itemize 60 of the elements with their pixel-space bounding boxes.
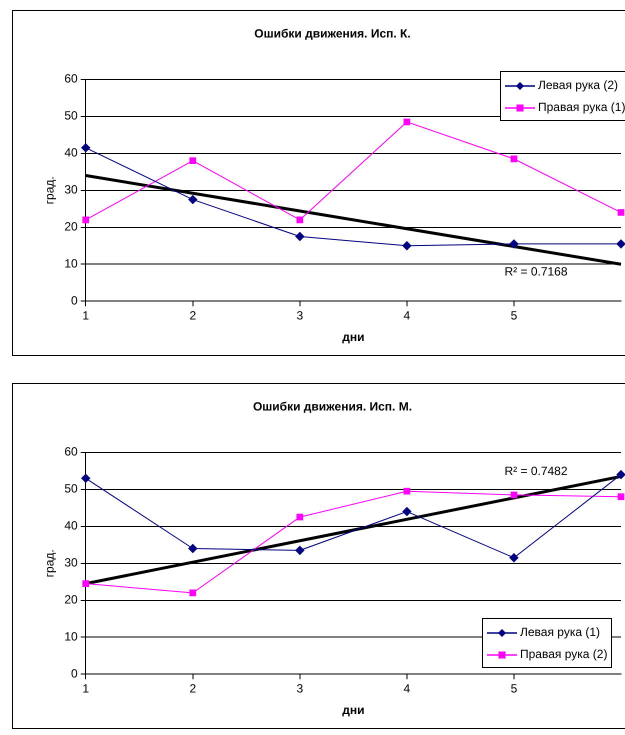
point: [81, 143, 90, 152]
point: [616, 470, 625, 480]
y-tick-label: 0: [71, 294, 78, 308]
y-tick-label: 60: [64, 444, 78, 459]
point: [189, 590, 196, 596]
point: [402, 507, 412, 516]
y-tick-label: 50: [64, 108, 78, 123]
annotation: R² = 0.7482: [504, 464, 568, 478]
x-tick-label: 5: [510, 308, 518, 323]
x-tick-label: 3: [296, 308, 304, 323]
y-tick-label: 10: [64, 630, 78, 644]
y-tick-label: 20: [64, 220, 78, 234]
legend-label: Левая рука (1): [520, 625, 600, 640]
y-tick-label: 10: [64, 256, 78, 271]
legend-label: Левая рука (2): [538, 78, 618, 92]
point: [509, 239, 518, 248]
y-tick-label: 30: [64, 556, 78, 570]
point: [402, 241, 412, 250]
y-axis-title: град.: [42, 176, 57, 204]
point: [295, 546, 304, 555]
y-axis-title: град.: [42, 549, 57, 578]
point: [616, 239, 625, 248]
y-tick-label: 20: [64, 592, 78, 607]
point: [81, 474, 90, 483]
legend-label: Правая рука (1): [538, 100, 625, 114]
x-tick-label: 1: [82, 308, 90, 323]
y-tick-label: 60: [64, 72, 78, 86]
y-tick-label: 30: [64, 182, 78, 197]
point: [618, 493, 624, 500]
point: [82, 580, 90, 587]
y-tick-label: 50: [64, 482, 78, 496]
point: [404, 118, 410, 126]
point: [82, 216, 90, 224]
x-tick-label: 2: [189, 682, 196, 696]
annotation: R² = 0.7168: [504, 264, 568, 278]
x-tick-label: 1: [82, 682, 90, 696]
y-tick-label: 40: [64, 518, 78, 533]
x-axis-title: дни: [342, 703, 364, 718]
point: [296, 216, 304, 224]
point: [510, 156, 518, 162]
point: [510, 492, 518, 498]
x-tick-label: 4: [404, 308, 411, 323]
point: [509, 553, 518, 562]
chart-title: Ошибки движения. Исп. К.: [254, 26, 411, 41]
x-tick-label: 4: [404, 682, 411, 696]
point: [404, 488, 410, 495]
point: [296, 514, 304, 520]
point: [295, 232, 304, 242]
x-tick-label: 3: [296, 682, 304, 696]
y-tick-label: 0: [71, 666, 78, 681]
point: [618, 209, 624, 216]
x-axis-title: дни: [342, 330, 364, 344]
x-tick-label: 5: [510, 682, 518, 696]
legend-label: Правая рука (2): [520, 647, 608, 662]
y-tick-label: 40: [64, 146, 78, 160]
point: [188, 544, 198, 554]
point: [189, 157, 196, 164]
x-tick-label: 2: [189, 308, 196, 323]
point: [188, 195, 198, 204]
chart-title: Ошибки движения. Исп. М.: [252, 400, 412, 414]
